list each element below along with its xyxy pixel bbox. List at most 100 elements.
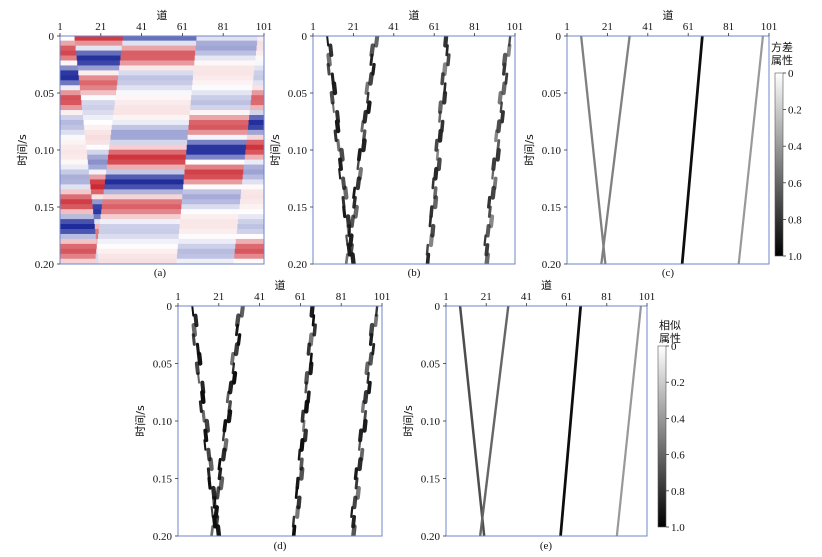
y-tick-label: 0.10 (153, 416, 173, 428)
panel-b-image (313, 36, 515, 264)
seismic-reflector (104, 184, 184, 190)
attribute-trace (217, 467, 223, 481)
seismic-reflector (179, 224, 238, 230)
attribute-trace (210, 506, 214, 518)
seismic-reflector (237, 219, 264, 225)
attribute-trace (366, 100, 372, 115)
seismic-reflector (240, 194, 264, 200)
seismic-reflector (60, 95, 82, 101)
seismic-reflector (98, 229, 180, 235)
attribute-trace (737, 36, 765, 264)
attribute-trace (368, 71, 374, 86)
seismic-reflector (94, 224, 100, 230)
attribute-trace (364, 361, 370, 376)
attribute-trace (432, 195, 439, 210)
seismic-reflector (75, 45, 123, 52)
seismic-reflector (60, 233, 97, 240)
x-tick-label: 61 (561, 291, 572, 303)
seismic-reflector (249, 110, 264, 116)
attribute-trace (196, 351, 203, 366)
y-tick-label: 0 (435, 301, 441, 313)
attribute-trace (353, 467, 359, 481)
attribute-trace (295, 476, 300, 490)
x-tick-label: 61 (429, 21, 440, 33)
attribute-trace (212, 496, 217, 509)
attribute-trace (354, 477, 359, 490)
seismic-reflector (99, 224, 181, 230)
attribute-trace (680, 36, 704, 264)
attribute-trace (291, 515, 296, 528)
attribute-trace (440, 72, 445, 86)
seismic-reflector (118, 70, 194, 76)
seismic-reflector (114, 105, 191, 111)
y-tick-label: 0.10 (421, 416, 441, 428)
seismic-reflector (83, 115, 114, 121)
seismic-reflector (81, 100, 116, 106)
seismic-reflector (184, 169, 244, 176)
x-axis-label: 道 (409, 8, 420, 22)
x-tick-label: 1 (564, 21, 570, 33)
seismic-reflector (100, 214, 181, 220)
seismic-reflector (192, 85, 253, 91)
seismic-reflector (246, 134, 264, 141)
attribute-trace (295, 505, 301, 519)
y-tick-label: 0.15 (542, 202, 562, 214)
seismic-reflector (80, 95, 116, 101)
attribute-trace (487, 195, 492, 209)
attribute-trace (435, 148, 440, 161)
x-tick-label: 81 (601, 291, 612, 303)
y-axis-label: 时间/s (134, 405, 147, 437)
seismic-reflector (236, 229, 264, 235)
colorbar-tick-label: 0.2 (671, 377, 685, 389)
panel-e: 1 21 41 61 81 101 道 0 0.05 0.10 0.15 0.20 时间/s (e) (402, 278, 655, 552)
seismic-reflector (245, 144, 264, 151)
seismic-reflector (253, 70, 264, 76)
colorbar-tick-label: 0.6 (671, 450, 685, 462)
panel-caption: (b) (408, 267, 421, 279)
colorbar-title: 相似 (659, 319, 681, 332)
attribute-trace (233, 342, 240, 357)
seismic-reflector (60, 90, 81, 96)
seismic-reflector (122, 36, 197, 42)
seismic-reflector (242, 179, 264, 185)
seismic-reflector (77, 65, 120, 71)
attribute-trace (501, 81, 507, 96)
seismic-reflector (60, 105, 83, 111)
seismic-reflector (95, 233, 99, 240)
attribute-trace (300, 409, 305, 423)
seismic-reflector (192, 80, 254, 86)
attribute-trace (500, 110, 505, 124)
seismic-reflector (60, 36, 75, 42)
seismic-reflector (96, 238, 98, 245)
x-tick-label: 81 (336, 291, 347, 303)
seismic-reflector (81, 105, 115, 111)
attribute-trace (356, 158, 360, 171)
seismic-reflector (106, 164, 186, 171)
seismic-reflector (60, 50, 77, 57)
attribute-trace (308, 361, 314, 376)
attribute-trace (559, 306, 583, 536)
seismic-reflector (189, 115, 250, 121)
attribute-trace (197, 372, 201, 384)
seismic-reflector (121, 45, 196, 52)
panel-caption: (a) (154, 267, 167, 279)
seismic-reflector (247, 129, 264, 136)
y-tick-label: 0.15 (421, 474, 441, 486)
seismic-reflector (183, 179, 243, 185)
y-tick-label: 0.10 (288, 145, 308, 157)
colorbar-title: 方差 (771, 40, 793, 54)
attribute-trace (218, 476, 225, 491)
attribute-trace (328, 43, 334, 57)
seismic-reflector (77, 60, 121, 67)
seismic-reflector (187, 139, 247, 146)
seismic-reflector (84, 124, 113, 131)
attribute-trace (371, 342, 376, 356)
panel-d-image (178, 306, 382, 536)
seismic-reflector (60, 248, 97, 255)
attribute-trace (490, 185, 496, 200)
attribute-trace (491, 167, 495, 180)
seismic-reflector (60, 139, 87, 146)
